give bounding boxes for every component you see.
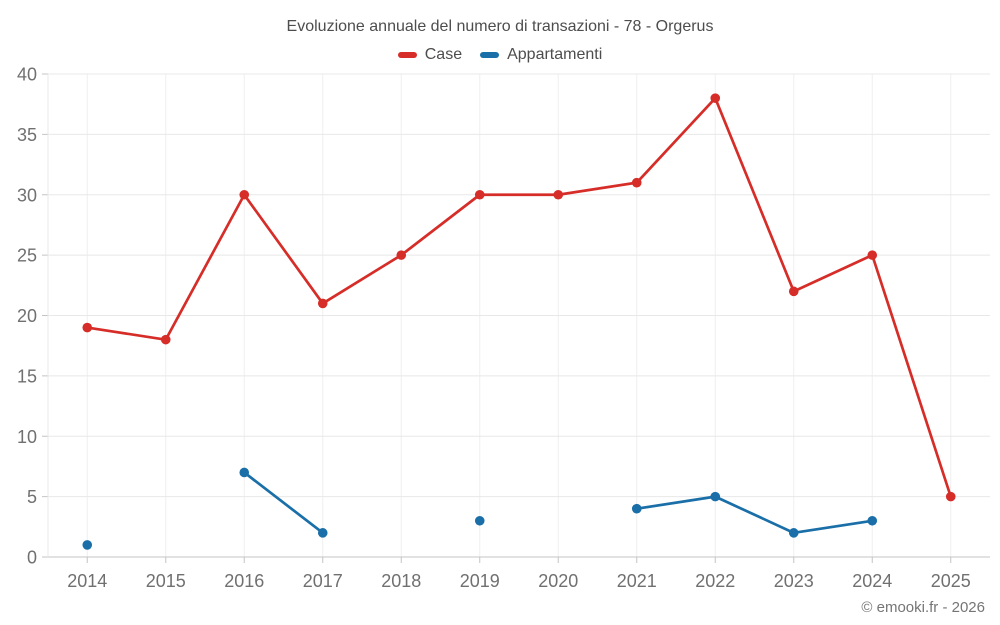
series-line-case (85, 96, 953, 498)
chart-legend: Case Appartamenti (0, 46, 1000, 64)
x-tick-label: 2025 (931, 571, 971, 591)
x-tick-label: 2017 (303, 571, 343, 591)
legend-label: Case (424, 46, 463, 63)
data-point-appartamenti (317, 528, 328, 538)
x-tick-label: 2023 (774, 571, 814, 591)
legend-marker-icon (397, 52, 417, 58)
y-tick-label: 30 (17, 185, 37, 205)
data-point-case (239, 189, 250, 200)
data-point-appartamenti (239, 467, 250, 478)
data-point-case (631, 177, 642, 188)
data-point-case (788, 286, 799, 297)
x-tick-label: 2019 (460, 571, 500, 591)
data-point-case (553, 189, 564, 200)
y-tick-label: 25 (17, 246, 37, 266)
x-tick-label: 2018 (381, 571, 421, 591)
x-tick-label: 2015 (146, 571, 186, 591)
series-line-appartamenti (242, 471, 325, 535)
series-line-appartamenti (635, 495, 874, 535)
data-point-appartamenti (82, 540, 93, 550)
data-point-case (474, 189, 485, 200)
legend-marker-icon (480, 52, 500, 58)
footer-credit: © emooki.fr - 2026 (861, 599, 985, 616)
legend-label: Appartamenti (507, 46, 603, 63)
data-point-case (317, 298, 328, 309)
y-tick-label: 35 (17, 125, 37, 145)
x-tick-label: 2020 (538, 571, 578, 591)
x-tick-label: 2022 (695, 571, 735, 591)
y-tick-label: 15 (17, 366, 37, 386)
data-point-case (396, 250, 407, 260)
data-point-case (867, 250, 878, 260)
data-point-appartamenti (788, 528, 799, 538)
data-point-appartamenti (867, 515, 878, 526)
y-tick-label: 40 (17, 65, 37, 85)
data-point-case (710, 93, 721, 103)
data-point-case (945, 491, 956, 502)
y-tick-label: 20 (17, 306, 37, 326)
data-point-appartamenti (710, 491, 721, 502)
legend-item-appartamenti: Appartamenti (480, 46, 602, 64)
y-tick-label: 10 (17, 427, 37, 447)
data-point-appartamenti (631, 503, 642, 514)
legend-item-case: Case (397, 46, 463, 64)
x-tick-label: 2024 (852, 571, 892, 591)
x-tick-label: 2014 (67, 571, 107, 591)
x-tick-label: 2021 (617, 571, 657, 591)
data-point-case (82, 322, 93, 333)
y-tick-label: 5 (27, 487, 37, 507)
y-tick-label: 0 (27, 548, 37, 568)
chart-title: Evoluzione annuale del numero di transaz… (286, 18, 714, 35)
x-tick-label: 2016 (224, 571, 264, 591)
data-point-case (160, 334, 171, 345)
data-point-appartamenti (474, 515, 485, 526)
